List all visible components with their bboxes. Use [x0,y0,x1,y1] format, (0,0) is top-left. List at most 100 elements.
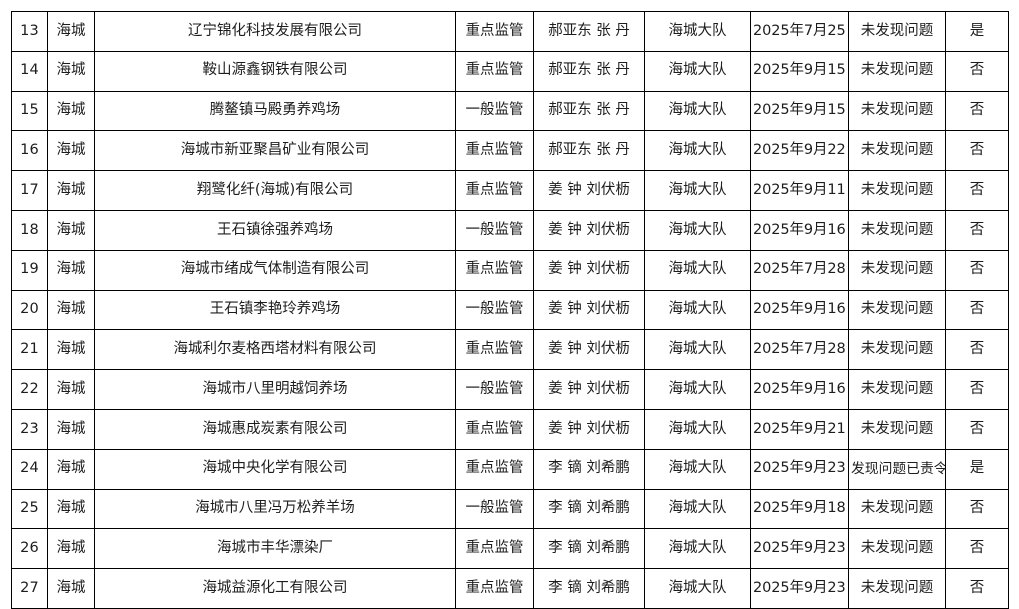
cell-result: 未发现问题 [848,50,946,92]
cell-area: 海城 [47,130,95,172]
cell-result: 未发现问题 [848,408,946,450]
cell-level: 一般监管 [455,90,534,132]
cell-flag: 否 [945,528,1009,570]
cell-people: 姜 钟 刘伏枥 [533,289,645,331]
cell-unit: 海城大队 [644,11,751,52]
cell-unit: 海城大队 [644,369,751,410]
cell-flag: 否 [945,170,1009,211]
cell-name: 海城市绪成气体制造有限公司 [94,249,456,291]
cell-flag: 否 [945,369,1009,410]
cell-name: 海城市八里明越饲养场 [94,369,456,410]
cell-result: 未发现问题 [848,130,946,172]
cell-flag: 否 [945,209,1009,251]
cell-index: 21 [11,329,48,371]
cell-result: 未发现问题 [848,90,946,132]
cell-level: 重点监管 [455,130,534,172]
cell-date: 2025年9月16日 [750,369,849,410]
cell-area: 海城 [47,329,95,371]
cell-date: 2025年9月16日 [750,209,849,251]
cell-area: 海城 [47,90,95,132]
cell-level: 重点监管 [455,528,534,570]
cell-name: 海城中央化学有限公司 [94,448,456,490]
cell-area: 海城 [47,11,95,52]
cell-level: 一般监管 [455,369,534,410]
cell-level: 重点监管 [455,408,534,450]
cell-index: 13 [11,11,48,52]
cell-level: 重点监管 [455,50,534,92]
cell-unit: 海城大队 [644,209,751,251]
table-row: 13 海城 辽宁锦化科技发展有限公司 重点监管 郝亚东 张 丹海城大队 2025年7月25… [11,11,1009,52]
cell-flag: 否 [945,90,1009,132]
cell-name: 王石镇李艳玲养鸡场 [94,289,456,331]
cell-unit: 海城大队 [644,170,751,211]
cell-area: 海城 [47,528,95,570]
cell-index: 14 [11,50,48,92]
cell-area: 海城 [47,369,95,410]
cell-people: 李 镝 刘希鹏 [533,528,645,570]
cell-date: 2025年9月22日 [750,130,849,172]
cell-index: 26 [11,528,48,570]
cell-area: 海城 [47,249,95,291]
cell-date: 2025年7月25日 [750,11,849,52]
cell-people: 姜 钟 刘伏枥 [533,408,645,450]
cell-result: 未发现问题 [848,170,946,211]
cell-name: 海城市新亚聚昌矿业有限公司 [94,130,456,172]
cell-flag: 否 [945,130,1009,172]
cell-index: 22 [11,369,48,410]
cell-area: 海城 [47,50,95,92]
cell-index: 23 [11,408,48,450]
cell-level: 一般监管 [455,289,534,331]
cell-level: 重点监管 [455,11,534,52]
cell-flag: 是 [945,448,1009,490]
cell-unit: 海城大队 [644,90,751,132]
cell-index: 24 [11,448,48,490]
cell-index: 25 [11,488,48,530]
cell-result: 未发现问题 [848,568,946,609]
cell-name: 鞍山源鑫钢铁有限公司 [94,50,456,92]
cell-name: 海城惠成炭素有限公司 [94,408,456,450]
table-body: 13 海城 辽宁锦化科技发展有限公司 重点监管 郝亚东 张 丹海城大队 2025年7月25… [11,11,1009,609]
cell-flag: 否 [945,408,1009,450]
cell-result: 发现问题已责令整改 [848,448,946,490]
cell-index: 18 [11,209,48,251]
cell-flag: 否 [945,249,1009,291]
cell-date: 2025年9月15日 [750,90,849,132]
cell-unit: 海城大队 [644,528,751,570]
table-row: 16 海城 海城市新亚聚昌矿业有限公司 重点监管 郝亚东 张 丹海城大队 2025年9月2… [11,130,1009,172]
cell-date: 2025年9月11日 [750,170,849,211]
cell-area: 海城 [47,170,95,211]
cell-name: 海城市八里冯万松养羊场 [94,488,456,530]
cell-result: 未发现问题 [848,209,946,251]
cell-level: 一般监管 [455,209,534,251]
cell-unit: 海城大队 [644,249,751,291]
cell-unit: 海城大队 [644,408,751,450]
cell-date: 2025年9月23日 [750,568,849,609]
cell-name: 海城市丰华漂染厂 [94,528,456,570]
cell-area: 海城 [47,568,95,609]
table-row: 17 海城 翔鹭化纤(海城)有限公司 重点监管姜 钟 刘伏枥 海城大队 2025年9月11… [11,170,1009,211]
cell-area: 海城 [47,488,95,530]
table-row: 19 海城 海城市绪成气体制造有限公司 重点监管姜 钟 刘伏枥 海城大队 2025年7月2… [11,249,1009,291]
cell-people: 郝亚东 张 丹 [533,130,645,172]
cell-people: 姜 钟 刘伏枥 [533,369,645,410]
cell-result: 未发现问题 [848,289,946,331]
cell-area: 海城 [47,209,95,251]
cell-name: 腾鳌镇马殿勇养鸡场 [94,90,456,132]
cell-flag: 否 [945,488,1009,530]
cell-level: 重点监管 [455,329,534,371]
cell-level: 重点监管 [455,448,534,490]
cell-index: 17 [11,170,48,211]
cell-date: 2025年7月28日 [750,249,849,291]
cell-date: 2025年9月15日 [750,50,849,92]
cell-area: 海城 [47,448,95,490]
cell-level: 重点监管 [455,249,534,291]
cell-flag: 否 [945,289,1009,331]
cell-index: 16 [11,130,48,172]
